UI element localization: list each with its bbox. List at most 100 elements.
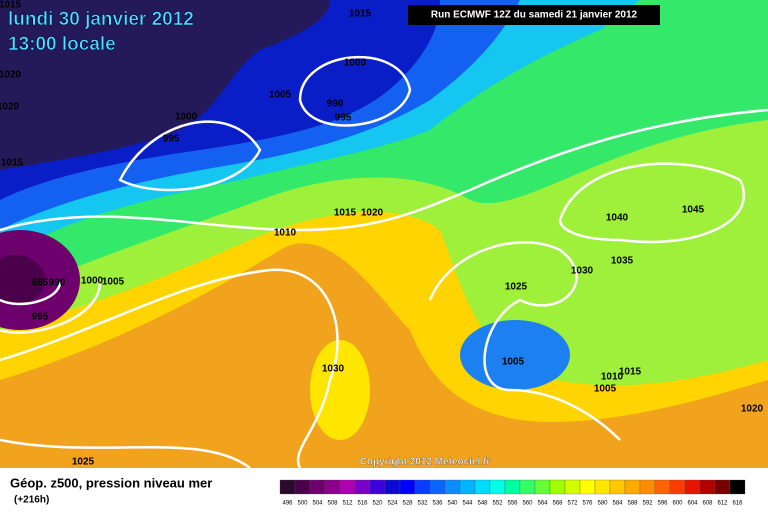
scale-swatch xyxy=(684,479,701,495)
copyright: Copyright 2012 Meteociel.fr xyxy=(360,457,491,468)
scale-swatch xyxy=(729,479,746,495)
map-background xyxy=(0,0,768,469)
isobar-label: 1025 xyxy=(505,282,528,293)
scale-label: 576 xyxy=(582,501,593,507)
run-box xyxy=(408,5,660,25)
scale-swatch xyxy=(669,479,686,495)
isobar-label: 1015 xyxy=(0,0,22,11)
scale-label: 616 xyxy=(732,501,743,507)
footer-title: Géop. z500, pression niveau mer xyxy=(10,475,212,490)
isobar-label: 1020 xyxy=(361,208,384,219)
scale-swatch xyxy=(429,479,446,495)
run-info: Run ECMWF 12Z du samedi 21 janvier 2012 xyxy=(431,10,638,21)
scale-label: 564 xyxy=(537,501,548,507)
isobar-label: 1015 xyxy=(619,367,642,378)
scale-label: 552 xyxy=(492,501,503,507)
scale-swatch xyxy=(534,479,551,495)
scale-label: 500 xyxy=(297,501,308,507)
color-scale: 496 500 504 508 512 516 520 524 528 532 536 540 544 5… xyxy=(279,479,746,507)
map-time: 13:00 locale xyxy=(8,34,116,55)
scale-swatch xyxy=(414,479,431,495)
isobar-label: 1040 xyxy=(606,213,629,224)
scale-swatch xyxy=(384,479,401,495)
scale-label: 544 xyxy=(462,501,473,507)
scale-label: 532 xyxy=(417,501,428,507)
scale-swatch xyxy=(624,479,641,495)
isobar-label: 1005 xyxy=(594,384,617,395)
isobar-label: 1015 xyxy=(1,158,24,169)
scale-swatch xyxy=(309,479,326,495)
isobar-label: 1020 xyxy=(0,70,22,81)
scale-swatch xyxy=(444,479,461,495)
isobar-label: 990 xyxy=(49,278,66,289)
scale-label: 556 xyxy=(507,501,518,507)
scale-swatch xyxy=(639,479,656,495)
scale-label: 504 xyxy=(312,501,323,507)
map-date: lundi 30 janvier 2012 xyxy=(8,9,194,30)
scale-label: 572 xyxy=(567,501,578,507)
isobar-label: 1015 xyxy=(349,9,372,20)
scale-label: 580 xyxy=(597,501,608,507)
isobar-label: 1010 xyxy=(274,228,297,239)
scale-swatch xyxy=(474,479,491,495)
scale-swatch xyxy=(399,479,416,495)
scale-swatch xyxy=(489,479,506,495)
scale-swatch xyxy=(459,479,476,495)
scale-label: 596 xyxy=(657,501,668,507)
scale-label: 568 xyxy=(552,501,563,507)
scale-label: 508 xyxy=(327,501,338,507)
isobar-label: 990 xyxy=(327,99,344,110)
scale-swatch xyxy=(714,479,731,495)
isobar-label: 995 xyxy=(335,113,352,124)
isobar-label: 1005 xyxy=(502,357,525,368)
scale-label: 496 xyxy=(282,501,293,507)
scale-label: 604 xyxy=(687,501,698,507)
isobar-label: 1030 xyxy=(322,364,345,375)
isobar-label: 985 xyxy=(32,278,49,289)
scale-swatch xyxy=(564,479,581,495)
isobar-label: 1000 xyxy=(81,276,104,287)
scale-swatch xyxy=(369,479,386,495)
isobar-label: 1015 xyxy=(334,208,357,219)
scale-label: 560 xyxy=(522,501,533,507)
scale-swatch xyxy=(324,479,341,495)
isobar-label: 1000 xyxy=(344,58,367,69)
isobar-label: 1030 xyxy=(571,266,594,277)
isobar-label: 1035 xyxy=(611,256,634,267)
isobar-label: 995 xyxy=(163,134,180,145)
scale-swatch xyxy=(354,479,371,495)
isobar-label: 1000 xyxy=(175,112,198,123)
scale-label: 584 xyxy=(612,501,623,507)
footer-lead: (+216h) xyxy=(14,495,49,506)
scale-label: 600 xyxy=(672,501,683,507)
isobar-label: 1020 xyxy=(741,404,764,415)
isobar-label: 1025 xyxy=(72,457,95,468)
scale-swatch xyxy=(279,479,296,495)
scale-swatch xyxy=(579,479,596,495)
scale-label: 612 xyxy=(717,501,728,507)
scale-label: 608 xyxy=(702,501,713,507)
scale-label: 528 xyxy=(402,501,413,507)
scale-swatch xyxy=(504,479,521,495)
scale-label: 548 xyxy=(477,501,488,507)
isobar-label: 1005 xyxy=(269,90,292,101)
isobar-labels: 1015 1015 1000 1020 1020 1005 990 995 1000 995 101… xyxy=(0,0,764,468)
scale-swatch xyxy=(294,479,311,495)
scale-label: 516 xyxy=(357,501,368,507)
scale-label: 592 xyxy=(642,501,653,507)
isobar-label: 1005 xyxy=(102,277,125,288)
scale-swatch xyxy=(549,479,566,495)
isobar-label: 995 xyxy=(32,312,49,323)
scale-label: 540 xyxy=(447,501,458,507)
scale-label: 520 xyxy=(372,501,383,507)
scale-swatch xyxy=(609,479,626,495)
scale-swatch xyxy=(699,479,716,495)
scale-swatch xyxy=(519,479,536,495)
scale-label: 536 xyxy=(432,501,443,507)
scale-label: 524 xyxy=(387,501,398,507)
scale-swatch xyxy=(594,479,611,495)
isobar-label: 1020 xyxy=(0,102,20,113)
isobar-label: 1045 xyxy=(682,205,705,216)
scale-label: 588 xyxy=(627,501,638,507)
